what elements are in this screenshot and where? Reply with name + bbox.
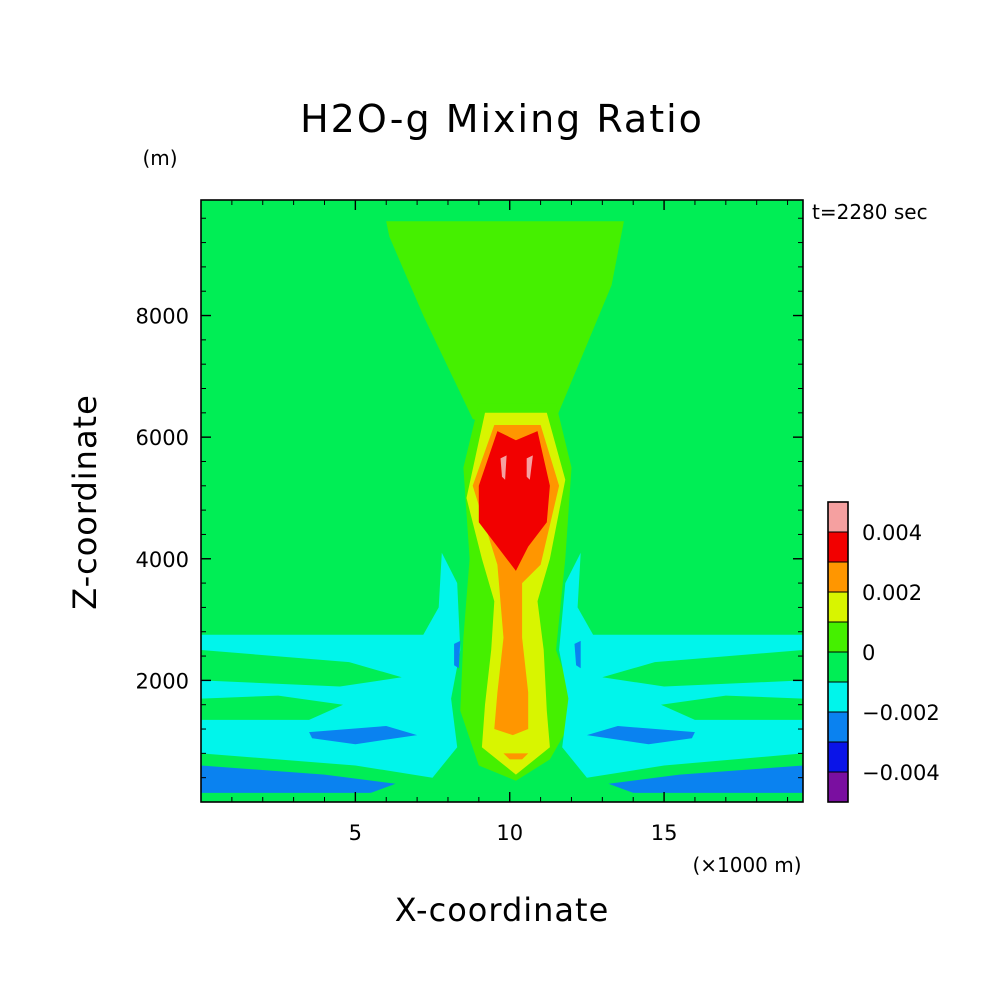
- contour-region-pink-max-right: [526, 455, 533, 480]
- colorbar-tick-label: −0.004: [862, 761, 940, 785]
- contour-region-left-blue-lens: [309, 726, 418, 745]
- colorbar-tick-label: 0.004: [862, 521, 922, 545]
- x-unit-label: (×1000 m): [692, 853, 801, 877]
- contour-region-bottom-right-blue: [608, 765, 803, 802]
- contour-region-right-blue-lens: [586, 726, 695, 745]
- colorbar-tick-label: 0.002: [862, 581, 922, 605]
- x-tick-label: 5: [349, 821, 362, 845]
- colorbar-swatch: [827, 621, 849, 653]
- colorbar-tick-label: −0.002: [862, 701, 940, 725]
- contour-region-left-green-tongue-1: [201, 650, 402, 687]
- colorbar-tick-label: 0: [862, 641, 875, 665]
- chart-title: H2O-g Mixing Ratio: [300, 97, 704, 141]
- x-tick-label: 10: [496, 821, 523, 845]
- plot-frame: [200, 199, 804, 803]
- colorbar: 0.004 0.002 0 −0.002 −0.004: [827, 501, 940, 803]
- contour-region-bottom-center-orange: [503, 753, 529, 760]
- x-axis-title: X-coordinate: [395, 891, 610, 929]
- plot-area: 5 10 15 2000 4000 6000 8000: [136, 199, 804, 845]
- colorbar-swatch: [827, 501, 849, 533]
- axis-ticks: 5 10 15 2000 4000 6000 8000: [136, 200, 803, 845]
- colorbar-swatch: [827, 651, 849, 683]
- colorbar-swatch: [827, 771, 849, 803]
- contour-regions: [201, 221, 803, 802]
- contour-region-upper-plume: [386, 221, 624, 438]
- y-tick-label: 8000: [136, 305, 189, 329]
- contour-region-right-blue-speck: [574, 640, 581, 669]
- time-label: t=2280 sec: [812, 200, 928, 224]
- y-tick-label: 6000: [136, 426, 189, 450]
- colorbar-swatch: [827, 561, 849, 593]
- contour-region-bottom-left-blue: [201, 765, 396, 802]
- colorbar-swatch: [827, 681, 849, 713]
- y-axis-title: Z-coordinate: [66, 394, 104, 610]
- colorbar-swatch: [827, 591, 849, 623]
- colorbar-swatch: [827, 711, 849, 743]
- y-unit-label: (m): [142, 146, 177, 170]
- contour-region-right-green-tongue-1: [602, 650, 803, 687]
- x-tick-label: 15: [651, 821, 678, 845]
- colorbar-swatch: [827, 531, 849, 563]
- contour-region-left-blue-speck: [454, 640, 461, 669]
- y-tick-label: 4000: [136, 548, 189, 572]
- contour-region-pink-max-left: [500, 455, 507, 480]
- contour-region-right-green-tongue-2: [661, 695, 803, 720]
- colorbar-swatch: [827, 741, 849, 773]
- y-tick-label: 2000: [136, 669, 189, 693]
- contour-region-red-core: [478, 431, 550, 571]
- contour-region-bottom-green-strip: [201, 792, 803, 802]
- colorbar-frame: [827, 501, 849, 803]
- contour-region-left-green-tongue-2: [201, 695, 343, 720]
